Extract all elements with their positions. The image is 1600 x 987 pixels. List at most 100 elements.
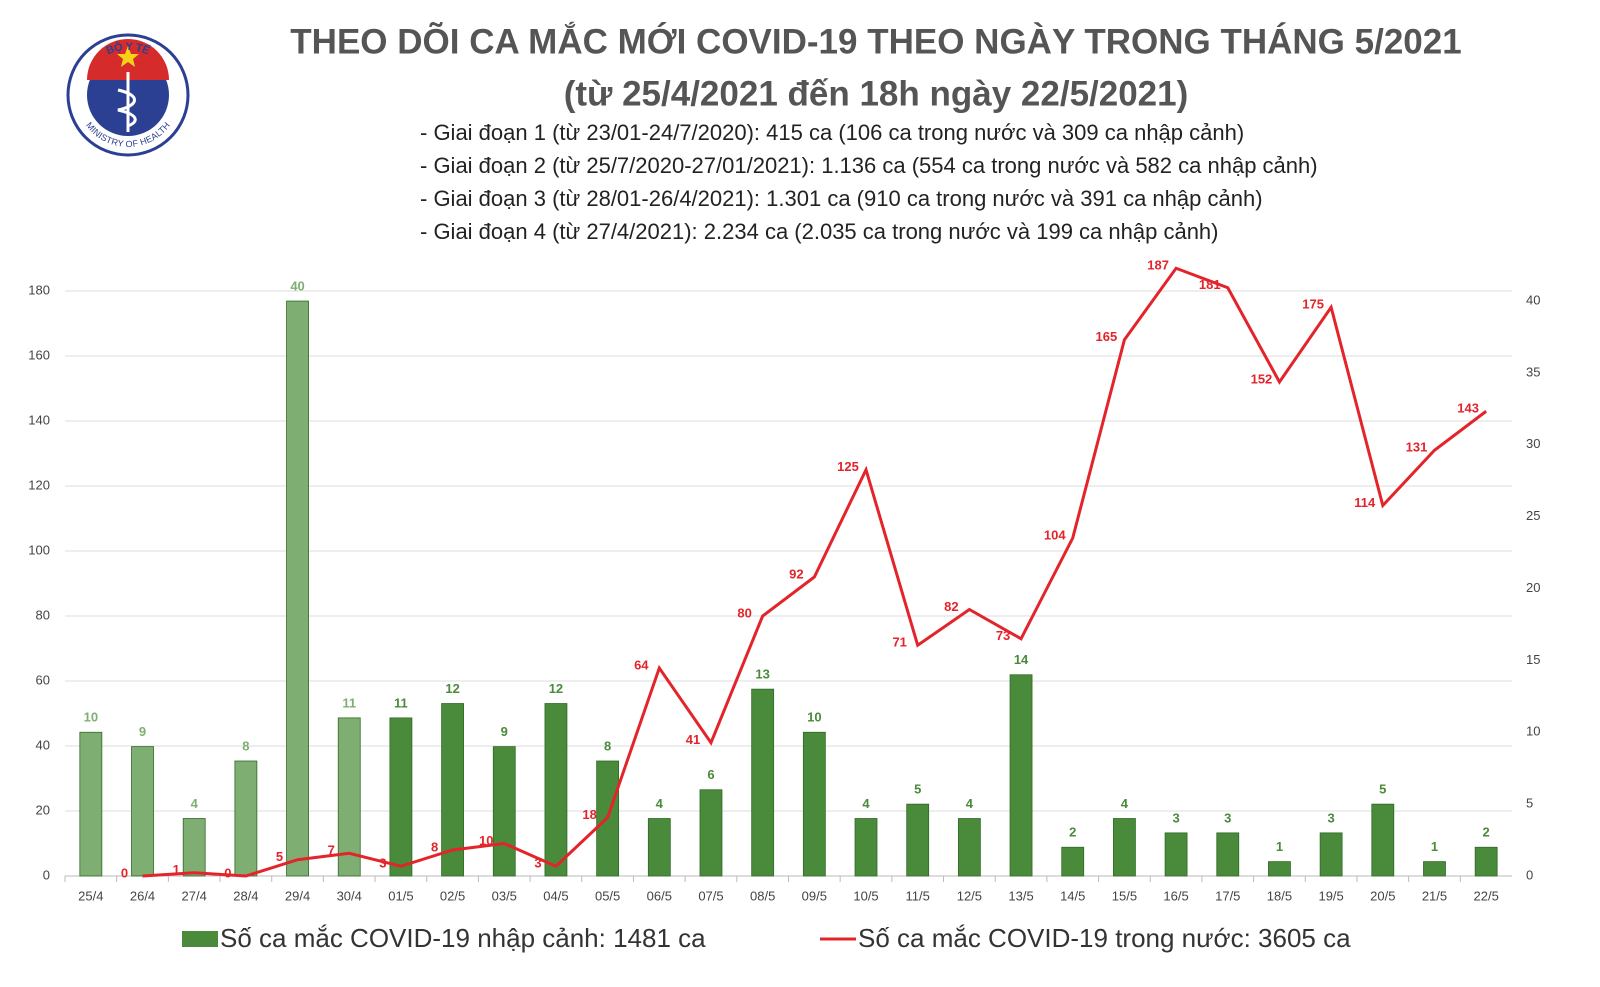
bar-value-label: 8 [604, 738, 611, 753]
x-tick-label: 10/5 [853, 888, 878, 903]
line-value-label: 8 [431, 839, 438, 854]
x-tick-label: 28/4 [233, 888, 258, 903]
bar [1216, 832, 1240, 877]
y-tick-label: 100 [28, 542, 50, 557]
y-tick-label: 60 [36, 672, 50, 687]
x-tick-label: 08/5 [750, 888, 775, 903]
y2-tick-label: 10 [1526, 724, 1540, 739]
bar-value-label: 40 [290, 278, 304, 293]
bar-value-label: 14 [1014, 652, 1029, 667]
x-tick-label: 06/5 [647, 888, 672, 903]
bar [286, 300, 309, 877]
line-value-label: 175 [1302, 297, 1324, 312]
bar [699, 789, 723, 877]
bar-value-label: 4 [656, 796, 664, 811]
x-tick-label: 30/4 [337, 888, 362, 903]
x-tick-label: 11/5 [906, 888, 930, 903]
x-tick-label: 05/5 [595, 888, 620, 903]
bar [492, 746, 516, 877]
x-tick-label: 19/5 [1318, 888, 1343, 903]
bar [1009, 674, 1033, 877]
bar-value-label: 11 [394, 695, 408, 710]
bar [79, 731, 103, 877]
x-tick-label: 16/5 [1163, 888, 1188, 903]
bar [1474, 846, 1498, 877]
legend-swatch [182, 931, 218, 947]
y2-tick-label: 35 [1526, 364, 1540, 379]
y-tick-label: 0 [43, 867, 50, 882]
y-tick-label: 120 [28, 477, 50, 492]
bar-value-label: 11 [342, 695, 356, 710]
bar [1061, 846, 1085, 877]
bar [906, 803, 930, 877]
bar-value-label: 4 [1121, 796, 1129, 811]
line-value-label: 7 [328, 843, 335, 858]
annotation: - Giai đoạn 2 (từ 25/7/2020-27/01/2021):… [420, 153, 1318, 178]
x-tick-label: 21/5 [1422, 888, 1447, 903]
x-tick-label: 29/4 [285, 888, 310, 903]
bar-value-label: 1 [1276, 839, 1283, 854]
line-value-label: 80 [737, 605, 751, 620]
y2-tick-label: 20 [1526, 580, 1540, 595]
y2-tick-label: 25 [1526, 508, 1540, 523]
line-value-label: 92 [789, 566, 803, 581]
line-value-label: 143 [1457, 401, 1479, 416]
logo: BỘ Y TẾ MINISTRY OF HEALTH [66, 33, 190, 157]
x-tick-label: 26/4 [130, 888, 155, 903]
chart-subtitle: (từ 25/4/2021 đến 18h ngày 22/5/2021) [564, 74, 1189, 113]
x-tick-label: 07/5 [698, 888, 723, 903]
x-tick-label: 17/5 [1215, 888, 1240, 903]
bar-value-label: 6 [707, 767, 714, 782]
x-tick-label: 22/5 [1474, 888, 1499, 903]
line-value-label: 104 [1044, 527, 1066, 542]
bar-value-label: 10 [807, 710, 821, 725]
x-tick-label: 15/5 [1112, 888, 1137, 903]
bar-value-label: 4 [862, 796, 870, 811]
y-tick-label: 40 [36, 737, 50, 752]
chart-title: THEO DÕI CA MẮC MỚI COVID-19 THEO NGÀY T… [290, 21, 1461, 61]
x-tick-label: 04/5 [543, 888, 568, 903]
bar-value-label: 5 [914, 782, 921, 797]
bar [441, 703, 464, 877]
x-tick-label: 27/4 [182, 888, 207, 903]
bar-value-label: 3 [1328, 810, 1335, 825]
x-tick-label: 03/5 [492, 888, 517, 903]
bar-value-label: 4 [966, 796, 974, 811]
annotation: - Giai đoạn 3 (từ 28/01-26/4/2021): 1.30… [420, 186, 1263, 211]
y2-tick-label: 0 [1526, 867, 1533, 882]
line-value-label: 165 [1096, 329, 1118, 344]
line-value-label: 125 [837, 459, 859, 474]
legend-label: Số ca mắc COVID-19 nhập cảnh: 1481 ca [220, 923, 706, 953]
bar [389, 717, 413, 877]
line-value-label: 114 [1354, 495, 1376, 510]
bar-value-label: 10 [84, 710, 98, 725]
bar [1113, 818, 1136, 877]
line [142, 266, 1488, 878]
line-value-label: 181 [1199, 277, 1221, 292]
x-tick-label: 25/4 [78, 888, 103, 903]
bar-value-label: 2 [1069, 825, 1076, 840]
line-value-label: 152 [1251, 371, 1273, 386]
bar [751, 688, 775, 877]
bar [544, 703, 568, 877]
y-tick-label: 20 [36, 802, 50, 817]
bar [1268, 861, 1291, 877]
bar [957, 818, 981, 877]
line-value-label: 187 [1147, 258, 1169, 273]
bar-value-label: 8 [242, 738, 249, 753]
bar-value-label: 12 [445, 681, 459, 696]
bar [234, 760, 258, 877]
y-tick-label: 140 [28, 412, 50, 427]
annotation: - Giai đoạn 1 (từ 23/01-24/7/2020): 415 … [420, 120, 1244, 145]
logo-top: BỘ Y TẾ [105, 40, 152, 57]
bar [337, 717, 361, 877]
x-tick-label: 02/5 [440, 888, 465, 903]
x-tick-label: 20/5 [1370, 888, 1395, 903]
line-value-label: 1 [173, 862, 180, 877]
line-value-label: 0 [224, 865, 231, 880]
logo-top-text: BỘ Y TẾ [105, 40, 152, 57]
y-tick-label: 80 [36, 607, 50, 622]
x-tick-label: 01/5 [388, 888, 413, 903]
annotation: - Giai đoạn 4 (từ 27/4/2021): 2.234 ca (… [420, 219, 1219, 244]
bar-value-label: 9 [501, 724, 508, 739]
